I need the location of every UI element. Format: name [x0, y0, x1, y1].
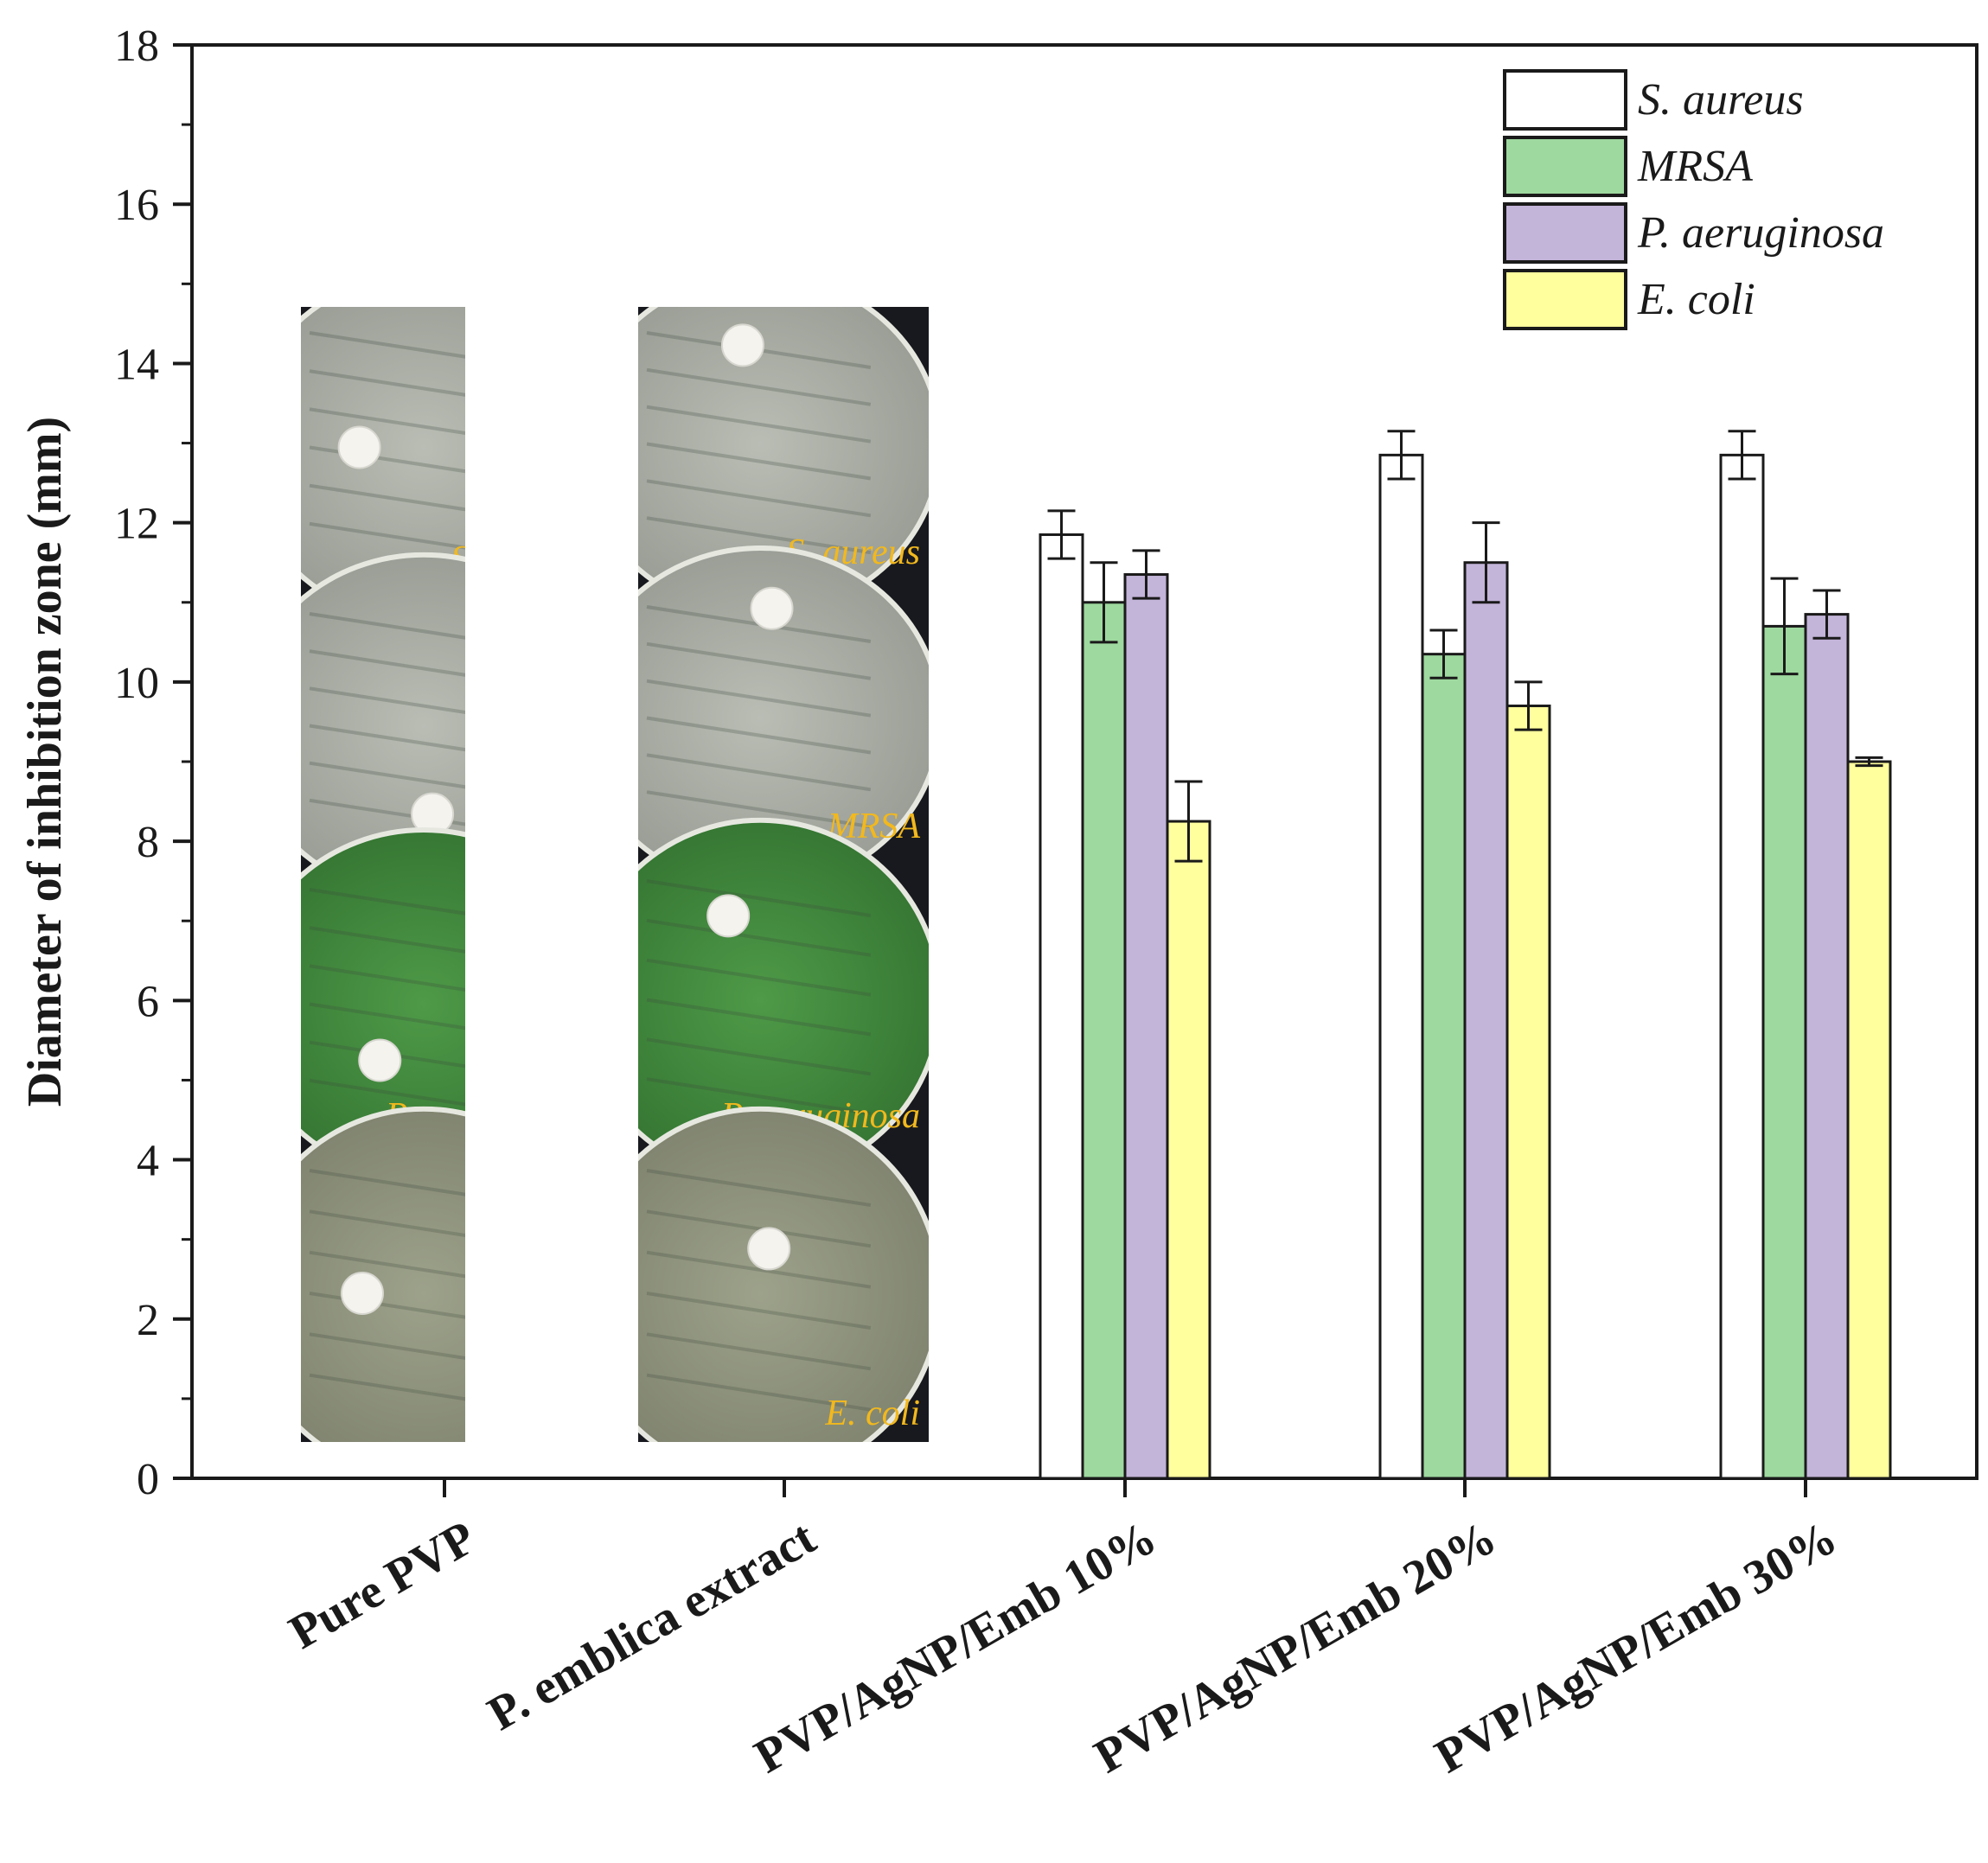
streak	[646, 679, 872, 718]
photo-mask-bottom	[630, 1442, 937, 1477]
legend-swatch	[1503, 269, 1627, 330]
streak	[646, 479, 872, 518]
legend-label: P. aeruginosa	[1637, 208, 1884, 258]
legend: S. aureus MRSA P. aeruginosa E. coli	[1503, 69, 1884, 330]
legend-swatch	[1503, 202, 1627, 264]
streak	[646, 1037, 872, 1076]
legend-label: E. coli	[1637, 275, 1755, 324]
streak	[646, 516, 872, 555]
y-tick-label-0: 0	[137, 1455, 159, 1504]
legend-label: S. aureus	[1638, 75, 1804, 124]
streak	[646, 1169, 872, 1207]
legend-swatch	[1503, 136, 1627, 197]
bar	[1505, 705, 1551, 1480]
sample-disc	[720, 323, 764, 367]
streak	[646, 790, 872, 829]
y-tick-label-14: 14	[114, 340, 159, 389]
bar	[1081, 601, 1127, 1480]
sample-disc	[747, 1227, 791, 1271]
bar	[1039, 533, 1084, 1480]
y-tick-label-8: 8	[137, 818, 159, 867]
streak	[646, 879, 872, 917]
streak	[646, 1250, 872, 1289]
bar	[1761, 624, 1807, 1480]
photo-mask-left	[128, 294, 301, 1470]
streak	[646, 442, 872, 481]
streak	[646, 1332, 872, 1371]
photo-mask-top	[630, 242, 937, 307]
bar	[1804, 613, 1850, 1480]
streak	[646, 716, 872, 755]
streak	[646, 998, 872, 1037]
streak	[646, 405, 872, 443]
legend-label: MRSA	[1637, 142, 1753, 191]
streak	[646, 1292, 872, 1330]
photo-mask-left	[465, 294, 638, 1470]
y-tick-label-18: 18	[114, 22, 159, 71]
streak	[646, 1209, 872, 1248]
streak	[646, 1077, 872, 1116]
sample-disc	[358, 1038, 402, 1082]
bar	[1719, 453, 1765, 1480]
legend-swatch	[1503, 69, 1627, 131]
bar-series	[1039, 430, 1892, 1480]
y-tick-label-6: 6	[137, 977, 159, 1026]
y-tick-label-10: 10	[114, 659, 159, 708]
bar	[1421, 653, 1467, 1480]
sample-disc	[340, 1272, 384, 1315]
photo-label: E. coli	[824, 1394, 920, 1433]
y-tick-label-4: 4	[137, 1137, 159, 1186]
y-tick-label-12: 12	[114, 500, 159, 549]
streak	[646, 753, 872, 792]
bar	[1378, 453, 1424, 1480]
bar	[1846, 760, 1892, 1480]
x-tick-label: P. emblica extract	[479, 1510, 825, 1741]
y-axis-label: Diameter of inhibition zone (mm)	[18, 417, 72, 1107]
x-tick-label: Pure PVP	[280, 1511, 484, 1660]
sample-disc	[337, 425, 381, 469]
streak	[646, 641, 872, 680]
bar	[1166, 820, 1211, 1480]
y-tick-label-16: 16	[114, 181, 159, 230]
sample-disc	[750, 586, 794, 630]
streak	[646, 918, 872, 957]
streak	[646, 1373, 872, 1412]
y-tick-label-2: 2	[137, 1296, 159, 1345]
y-axis: 0 2 4 6 8 10 12 14 16 18	[114, 22, 192, 1504]
streak	[646, 958, 872, 997]
sample-disc	[706, 894, 751, 938]
bar	[1463, 561, 1509, 1480]
streak	[646, 367, 872, 406]
bar	[1123, 573, 1169, 1480]
